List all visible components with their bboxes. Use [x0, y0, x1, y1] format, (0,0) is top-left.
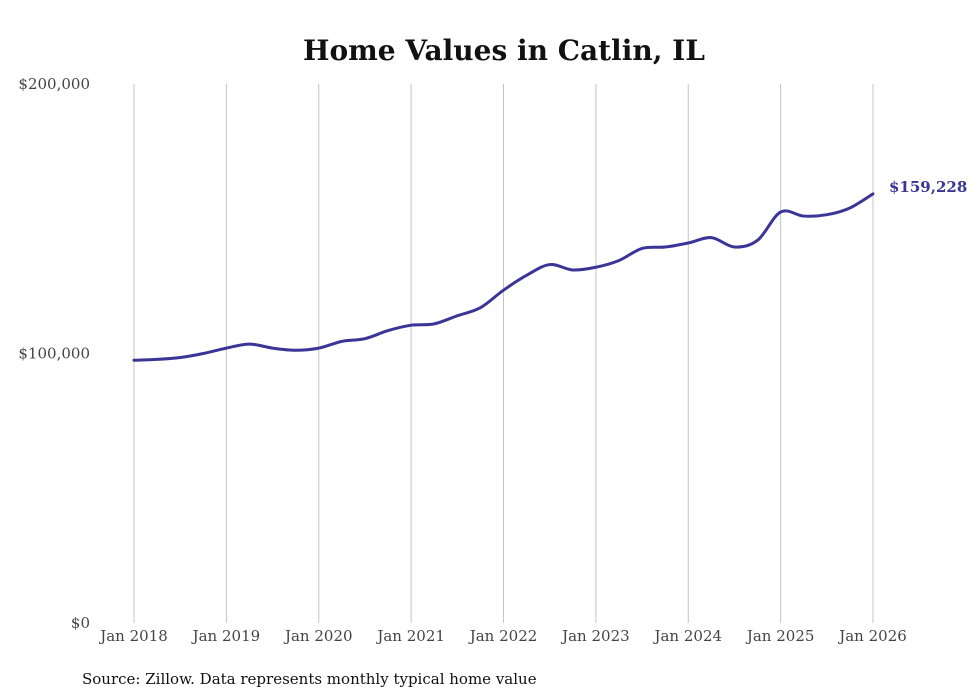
y-tick-label: $100,000: [18, 345, 90, 363]
chart-title: Home Values in Catlin, IL: [303, 34, 705, 67]
x-tick-label: Jan 2018: [98, 627, 168, 645]
end-value-label: $159,228: [889, 178, 967, 196]
x-tick-label: Jan 2021: [375, 627, 445, 645]
x-tick-label: Jan 2026: [837, 627, 907, 645]
grid-lines: [133, 84, 874, 623]
source-note: Source: Zillow. Data represents monthly …: [82, 670, 537, 688]
x-tick-label: Jan 2022: [468, 627, 538, 645]
y-tick-label: $0: [71, 614, 90, 632]
x-tick-label: Jan 2023: [560, 627, 630, 645]
y-tick-label: $200,000: [18, 75, 90, 93]
x-tick-label: Jan 2024: [652, 627, 722, 645]
series-line-0: [132, 192, 875, 362]
y-axis-ticks: $0 $100,000 $200,000: [18, 75, 90, 632]
x-tick-label: Jan 2019: [191, 627, 261, 645]
x-axis-ticks: Jan 2018 Jan 2019 Jan 2020 Jan 2021 Jan 2022…: [98, 627, 907, 645]
x-tick-label: Jan 2025: [745, 627, 815, 645]
x-tick-label: Jan 2020: [283, 627, 353, 645]
series-layer: [132, 192, 875, 362]
